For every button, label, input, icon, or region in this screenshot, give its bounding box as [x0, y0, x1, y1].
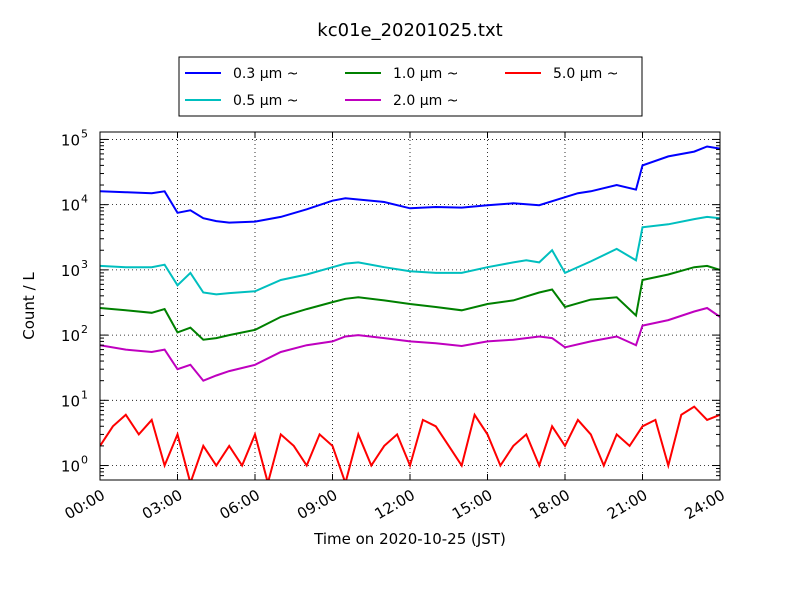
x-tick-label: 06:00 — [217, 486, 263, 523]
legend: 0.3 μm ~ 0.5 μm ~ 1.0 μm ~ 2.0 μm ~ 5.0 μm ~ — [178, 56, 643, 117]
series-line — [100, 405, 720, 480]
chart-title: kc01e_20201025.txt — [317, 20, 502, 41]
series-line — [100, 306, 720, 382]
x-tick-label: 03:00 — [139, 486, 185, 523]
legend-label: 0.3 μm ~ — [233, 66, 298, 82]
y-tick-exponent: 3 — [81, 258, 88, 271]
y-tick-exponent: 1 — [81, 388, 88, 401]
y-tick-exponent: 5 — [81, 127, 88, 140]
series-line — [100, 264, 720, 341]
y-tick-exponent: 2 — [81, 323, 88, 336]
y-tick-label: 10 — [61, 262, 80, 280]
legend-label: 2.0 μm ~ — [393, 93, 458, 109]
y-tick-exponent: 0 — [81, 454, 88, 467]
legend-label: 1.0 μm ~ — [393, 66, 458, 82]
series-line — [100, 145, 720, 224]
y-tick-label: 10 — [61, 197, 80, 215]
series-layer — [100, 145, 720, 480]
x-tick-label: 12:00 — [372, 486, 418, 523]
x-tick-label: 00:00 — [62, 486, 108, 523]
y-tick-label: 10 — [61, 327, 80, 345]
x-tick-label: 09:00 — [294, 486, 340, 523]
x-tick-label: 24:00 — [682, 486, 728, 523]
x-tick-label: 21:00 — [604, 486, 650, 523]
legend-label: 0.5 μm ~ — [233, 93, 298, 109]
x-axis-label: Time on 2020-10-25 (JST) — [313, 530, 506, 548]
series-line — [100, 215, 720, 296]
y-tick-label: 10 — [61, 131, 80, 149]
x-tick-label: 15:00 — [449, 486, 495, 523]
y-axis-label: Count / L — [20, 272, 38, 340]
y-tick-label: 10 — [61, 392, 80, 410]
legend-label: 5.0 μm ~ — [553, 66, 618, 82]
y-tick-exponent: 4 — [81, 193, 88, 206]
y-tick-label: 10 — [61, 458, 80, 476]
x-tick-label: 18:00 — [527, 486, 573, 523]
grid — [100, 132, 720, 480]
legend-frame — [178, 56, 643, 117]
